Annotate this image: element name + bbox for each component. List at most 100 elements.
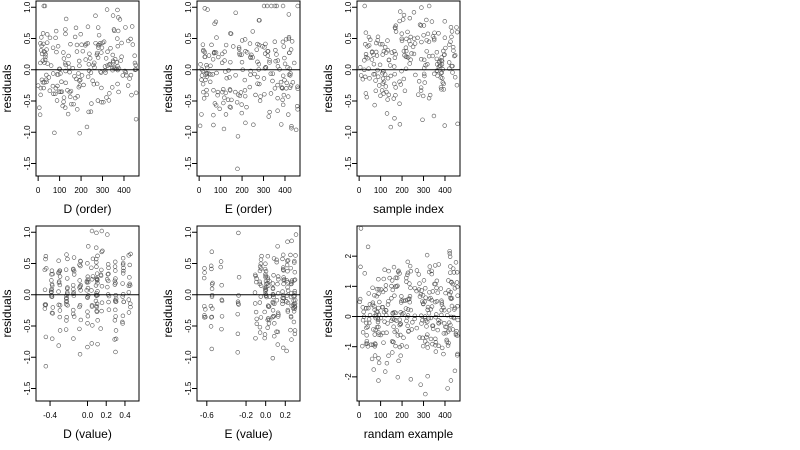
x-axis-title: E (value) <box>224 427 272 441</box>
data-point <box>115 7 120 13</box>
data-point <box>280 73 286 78</box>
data-point <box>208 324 214 329</box>
data-point <box>107 91 112 96</box>
data-point <box>203 307 208 312</box>
data-point <box>391 324 396 329</box>
data-point <box>119 40 124 46</box>
data-point <box>404 36 409 42</box>
data-point <box>113 307 118 313</box>
data-point <box>440 80 445 85</box>
data-point <box>446 60 452 65</box>
data-point <box>450 70 455 75</box>
data-point <box>448 322 453 328</box>
data-point <box>288 252 293 258</box>
x-tick-label: 0.2 <box>280 411 292 420</box>
data-point <box>48 63 54 68</box>
data-point <box>132 60 138 66</box>
data-point <box>215 93 220 98</box>
data-point <box>419 321 424 326</box>
data-point <box>408 377 414 382</box>
x-axis-title: randam example <box>364 427 454 441</box>
data-point <box>237 51 242 56</box>
data-point <box>57 308 63 313</box>
data-point <box>204 87 209 93</box>
data-point <box>409 51 414 56</box>
data-point <box>374 294 379 299</box>
data-point <box>280 86 285 91</box>
data-point <box>402 53 407 58</box>
x-tick-label: 0 <box>36 186 41 195</box>
data-point <box>270 71 276 76</box>
data-point <box>357 296 363 302</box>
data-point <box>255 59 260 65</box>
x-tick-label: 400 <box>438 411 452 420</box>
data-point <box>284 80 289 86</box>
x-axis-title: E (order) <box>225 202 272 216</box>
data-point <box>408 269 414 274</box>
data-point <box>214 35 219 40</box>
data-point <box>229 97 234 103</box>
data-point <box>98 70 104 75</box>
y-axis-title: residuals <box>0 64 14 112</box>
data-point <box>408 285 413 291</box>
data-point <box>442 123 447 128</box>
data-point <box>410 44 416 50</box>
data-point <box>454 329 459 334</box>
data-point <box>95 25 101 30</box>
data-point <box>363 74 368 79</box>
data-point <box>389 296 394 301</box>
data-point <box>204 71 210 76</box>
data-point <box>209 282 215 287</box>
data-point <box>58 89 63 95</box>
data-point <box>364 306 369 311</box>
data-point <box>253 309 259 315</box>
data-point <box>50 71 56 76</box>
data-point <box>451 48 456 53</box>
data-point <box>38 92 43 98</box>
data-point <box>413 72 418 78</box>
data-point <box>95 318 100 323</box>
data-point <box>113 276 118 281</box>
data-point <box>202 315 207 320</box>
data-point <box>405 259 410 265</box>
data-point <box>77 78 82 83</box>
data-point <box>432 71 437 77</box>
data-point <box>45 32 50 37</box>
data-point <box>262 285 268 291</box>
data-point <box>201 96 207 101</box>
data-point <box>79 73 85 78</box>
x-tick-label: 300 <box>417 186 431 195</box>
data-point <box>365 324 370 329</box>
data-point <box>429 19 435 24</box>
data-point <box>113 314 118 319</box>
data-point <box>264 3 270 9</box>
data-point <box>113 259 118 265</box>
data-point <box>202 49 208 55</box>
data-point <box>425 332 430 337</box>
data-point <box>85 321 90 326</box>
data-point <box>256 61 262 67</box>
data-point <box>53 35 58 41</box>
data-point <box>438 85 444 90</box>
data-point <box>223 112 229 117</box>
data-point <box>129 92 134 98</box>
data-point <box>270 292 276 297</box>
data-point <box>285 309 291 314</box>
data-point <box>71 266 76 272</box>
data-point <box>289 39 295 44</box>
data-point <box>71 307 76 313</box>
data-point <box>425 304 431 310</box>
data-point <box>455 351 460 357</box>
y-tick-label: 0.0 <box>184 64 193 76</box>
data-point <box>451 314 456 320</box>
data-point <box>375 319 381 325</box>
data-point <box>95 98 101 103</box>
data-point <box>414 268 420 273</box>
data-point <box>253 301 258 306</box>
data-point <box>77 352 83 357</box>
data-point <box>71 101 76 107</box>
data-point <box>279 122 284 127</box>
data-point <box>418 291 424 297</box>
data-point <box>267 109 272 115</box>
data-point <box>280 295 285 301</box>
